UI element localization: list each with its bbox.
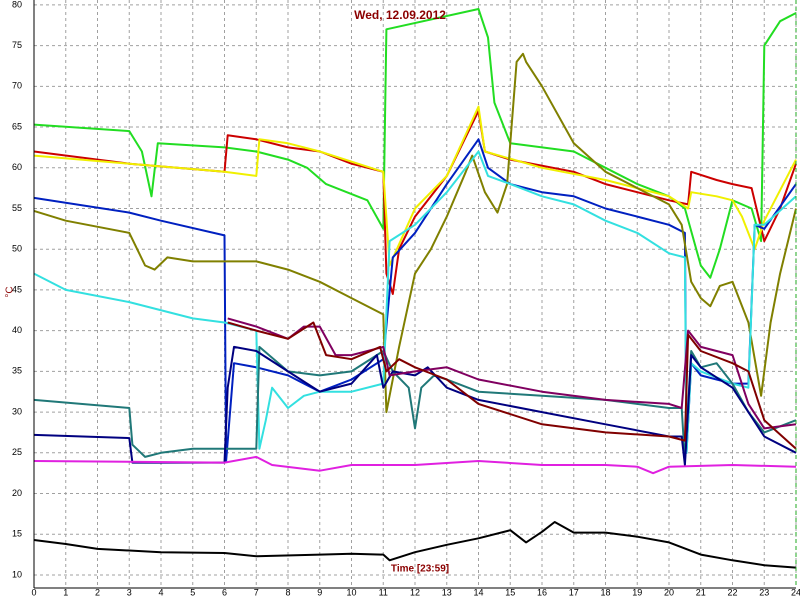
plot-area	[33, 8, 797, 569]
y-tick-label: 60	[12, 162, 22, 172]
x-tick-label: 15	[505, 587, 515, 597]
x-tick-label: 16	[537, 587, 547, 597]
y-axis-label: °C	[5, 286, 16, 297]
x-tick-label: 3	[127, 587, 132, 597]
x-tick-label: 4	[158, 587, 163, 597]
x-tick-label: 19	[632, 587, 642, 597]
y-tick-label: 10	[12, 569, 22, 579]
y-tick-label: 35	[12, 366, 22, 376]
chart-title: Wed, 12.09.2012	[354, 8, 446, 22]
y-tick-label: 65	[12, 121, 22, 131]
series-line	[227, 321, 797, 450]
y-tick-label: 15	[12, 529, 22, 539]
x-tick-label: 0	[31, 587, 36, 597]
series-line	[33, 455, 797, 475]
x-tick-label: 21	[696, 587, 706, 597]
x-tick-label: 13	[442, 587, 452, 597]
y-tick-label: 70	[12, 81, 22, 91]
x-tick-label: 20	[664, 587, 674, 597]
series-line	[33, 521, 797, 569]
y-tick-label: 80	[12, 0, 22, 9]
x-tick-label: 14	[473, 587, 483, 597]
y-tick-label: 55	[12, 203, 22, 213]
x-tick-label: 8	[285, 587, 290, 597]
x-tick-label: 9	[317, 587, 322, 597]
x-tick-label: 24	[791, 587, 800, 597]
x-tick-label: 7	[254, 587, 259, 597]
y-tick-label: 75	[12, 40, 22, 50]
y-tick-label: 20	[12, 488, 22, 498]
x-tick-label: 6	[222, 587, 227, 597]
x-tick-label: 23	[759, 587, 769, 597]
x-tick-label: 2	[95, 587, 100, 597]
x-axis-label: Time [23:59]	[391, 564, 449, 575]
x-tick-label: 22	[727, 587, 737, 597]
x-tick-label: 5	[190, 587, 195, 597]
x-tick-label: 10	[346, 587, 356, 597]
x-tick-label: 17	[569, 587, 579, 597]
y-tick-label: 40	[12, 325, 22, 335]
x-tick-label: 11	[379, 587, 388, 597]
series-line	[33, 105, 797, 267]
series-line	[33, 52, 797, 414]
y-tick-label: 25	[12, 447, 22, 457]
x-tick-label: 18	[600, 587, 610, 597]
x-tick-label: 1	[63, 587, 68, 597]
y-tick-label: 30	[12, 406, 22, 416]
y-tick-label: 45	[12, 284, 22, 294]
x-tick-label: 12	[410, 587, 420, 597]
series-line	[33, 138, 797, 462]
y-tick-label: 50	[12, 244, 22, 254]
